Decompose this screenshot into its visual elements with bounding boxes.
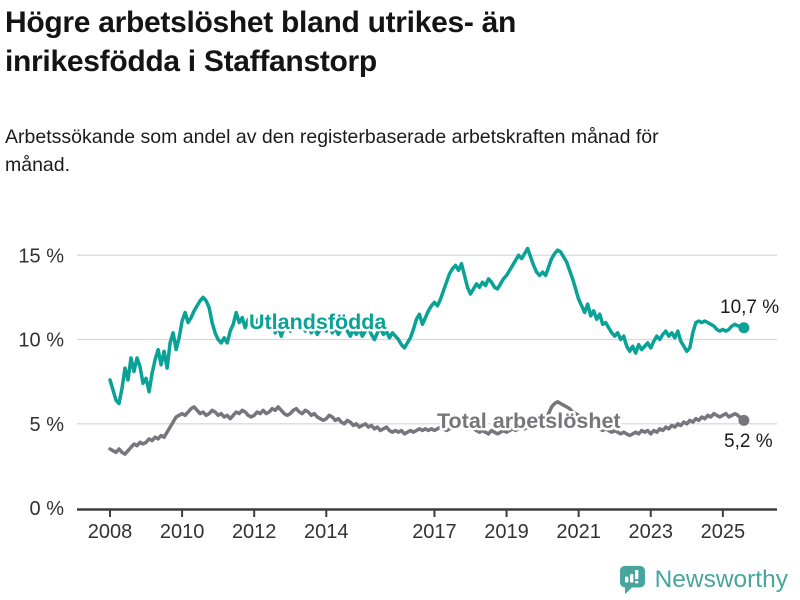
series-end-value: 5,2 % — [724, 431, 773, 452]
series-end-value: 10,7 % — [720, 297, 779, 318]
x-axis-tick-label: 2017 — [412, 521, 457, 543]
x-axis-tick-label: 2012 — [232, 521, 277, 543]
series-label: Total arbetslöshet — [437, 409, 621, 433]
x-axis-tick-label: 2014 — [304, 521, 349, 543]
x-axis-tick-label: 2025 — [701, 521, 746, 543]
chart-title: Högre arbetslöshet bland utrikes- än inr… — [5, 6, 516, 78]
x-axis-tick-label: 2023 — [629, 521, 674, 543]
series-line-utlandsfodda — [108, 246, 746, 406]
series-end-dot — [738, 322, 750, 334]
series-end-dot — [738, 414, 750, 426]
series-label: Utlandsfödda — [249, 310, 387, 334]
x-axis-tick-label: 2008 — [88, 521, 133, 543]
brand-name: Newsworthy — [654, 566, 788, 593]
x-axis-tick-label: 2010 — [160, 521, 205, 543]
y-axis-tick-label: 10 % — [18, 330, 64, 352]
newsworthy-brand-link[interactable]: Newsworthy — [619, 565, 788, 595]
series-line-total — [108, 400, 746, 456]
chart-subtitle: Arbetssökande som andel av den registerb… — [5, 126, 659, 176]
y-axis-tick-label: 0 % — [30, 498, 65, 520]
y-axis-tick-label: 5 % — [30, 414, 65, 436]
x-axis-tick-label: 2021 — [556, 521, 601, 543]
x-axis-tick-label: 2019 — [484, 521, 529, 543]
newsworthy-logo-icon — [619, 565, 645, 595]
y-axis-tick-label: 15 % — [18, 245, 64, 267]
